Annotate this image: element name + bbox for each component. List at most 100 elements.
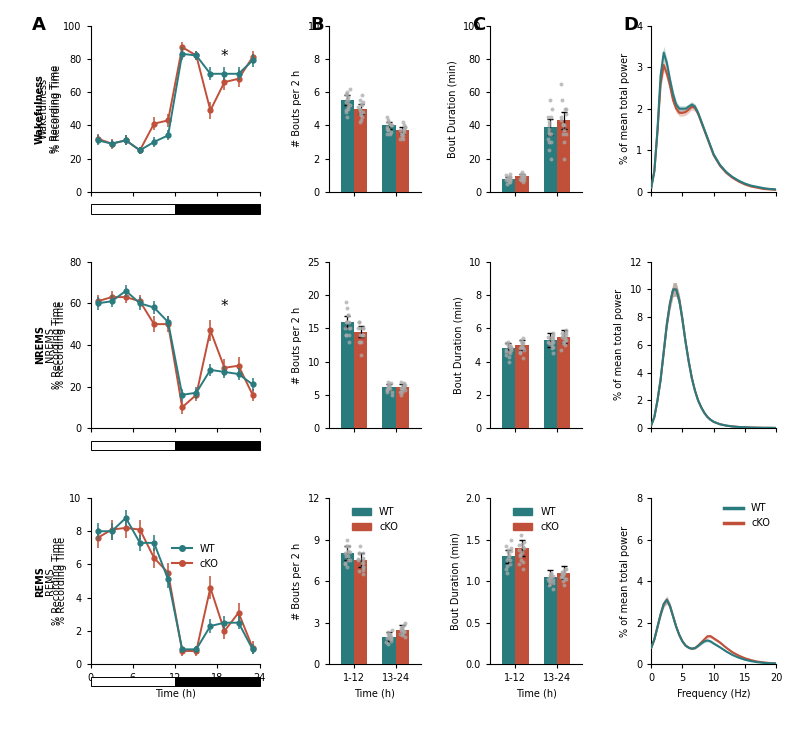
Point	[381, 116, 394, 128]
Point	[385, 634, 397, 645]
Bar	[354, 561, 367, 664]
Point	[340, 316, 352, 328]
Point	[545, 153, 557, 164]
Point	[355, 106, 367, 118]
Bar	[515, 176, 529, 192]
Bar	[354, 109, 367, 192]
Point	[356, 552, 369, 564]
Point	[355, 110, 368, 121]
Point	[555, 344, 567, 356]
Point	[381, 632, 393, 644]
Point	[544, 577, 556, 589]
Point	[513, 346, 526, 358]
Point	[393, 125, 406, 137]
Point	[500, 169, 512, 181]
Y-axis label: NREMS
% Recording Time: NREMS % Recording Time	[45, 301, 66, 389]
Point	[503, 549, 515, 561]
Text: *: *	[221, 299, 229, 314]
Point	[558, 328, 571, 339]
Y-axis label: % of mean total power: % of mean total power	[620, 53, 630, 164]
Point	[545, 339, 558, 351]
Bar	[382, 637, 396, 664]
Point	[396, 624, 408, 636]
Bar	[382, 126, 396, 192]
Point	[518, 344, 530, 356]
Point	[384, 383, 396, 395]
Point	[560, 128, 573, 139]
Bar	[544, 127, 557, 192]
Point	[340, 104, 352, 116]
Point	[500, 540, 512, 552]
Point	[394, 628, 407, 639]
Point	[516, 176, 529, 188]
Point	[344, 99, 356, 111]
Point	[517, 353, 530, 364]
Point	[343, 541, 355, 553]
Point	[399, 121, 411, 133]
Point	[342, 309, 355, 320]
Point	[544, 332, 556, 344]
Text: B: B	[310, 15, 324, 34]
Point	[547, 577, 559, 588]
Point	[543, 126, 556, 138]
Point	[356, 329, 369, 341]
Point	[515, 555, 528, 566]
Point	[383, 118, 396, 129]
Point	[515, 529, 527, 541]
Point	[356, 569, 369, 580]
Point	[340, 329, 352, 341]
Point	[381, 128, 393, 139]
Point	[396, 625, 408, 637]
Point	[353, 566, 366, 577]
Point	[357, 555, 370, 566]
Point	[518, 169, 530, 181]
Point	[382, 638, 395, 650]
Point	[517, 332, 530, 344]
Point	[395, 384, 407, 396]
Point	[356, 561, 369, 573]
Point	[355, 115, 367, 126]
Point	[500, 337, 513, 349]
Point	[542, 331, 555, 342]
Bar	[396, 630, 409, 664]
Point	[340, 561, 353, 573]
Point	[518, 174, 530, 186]
Point	[384, 128, 396, 139]
Point	[556, 337, 569, 349]
Text: Wakefulness: Wakefulness	[35, 74, 45, 144]
Point	[357, 96, 370, 108]
Text: *: *	[221, 49, 229, 64]
Point	[341, 101, 354, 113]
Point	[385, 635, 398, 647]
Point	[356, 557, 369, 569]
Point	[399, 379, 411, 391]
Point	[560, 564, 573, 575]
Point	[385, 632, 398, 644]
Point	[556, 95, 568, 107]
Y-axis label: Bout Duration (min): Bout Duration (min)	[447, 60, 457, 158]
Text: NREMS: NREMS	[35, 326, 45, 364]
Point	[516, 173, 529, 185]
Point	[515, 334, 527, 346]
Point	[559, 339, 571, 351]
Legend: WT, cKO: WT, cKO	[720, 499, 774, 532]
Point	[396, 623, 408, 634]
Point	[382, 123, 395, 134]
Point	[501, 546, 514, 558]
Point	[545, 137, 557, 148]
Point	[516, 171, 529, 182]
Point	[555, 78, 567, 90]
Point	[504, 342, 517, 354]
Point	[354, 541, 366, 553]
Point	[559, 573, 571, 585]
Point	[356, 561, 369, 573]
Point	[395, 376, 407, 388]
Point	[399, 384, 411, 396]
Point	[397, 133, 410, 145]
Point	[501, 339, 514, 351]
Point	[340, 296, 352, 307]
Point	[356, 90, 369, 101]
Text: REMS: REMS	[35, 566, 45, 596]
Point	[341, 90, 354, 101]
Point	[543, 337, 556, 349]
